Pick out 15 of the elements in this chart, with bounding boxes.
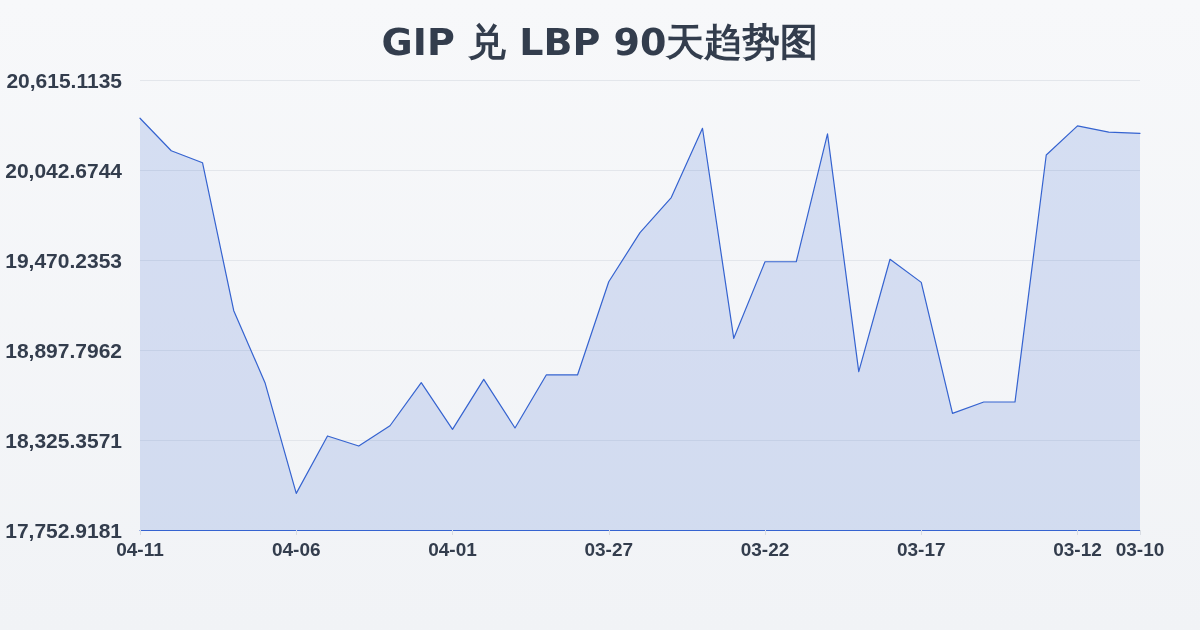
x-tick-label: 03-22 bbox=[740, 539, 790, 560]
y-tick-label: 20,615.1135 bbox=[6, 68, 123, 92]
y-tick-label: 19,470.2353 bbox=[5, 248, 122, 272]
chart-title: GIP 兑 LBP 90天趋势图 bbox=[381, 20, 819, 64]
y-tick-label: 17,752.9181 bbox=[5, 518, 123, 542]
x-tick-label: 03-12 bbox=[1053, 539, 1102, 560]
x-tick-label: 03-27 bbox=[584, 539, 634, 560]
x-tick-label: 04-01 bbox=[428, 539, 478, 560]
x-tick-label: 04-06 bbox=[271, 539, 321, 560]
y-tick-label: 18,325.3571 bbox=[5, 428, 123, 452]
y-tick-label: 18,897.7962 bbox=[5, 338, 122, 362]
x-tick-label: 03-10 bbox=[1115, 539, 1165, 560]
x-tick-label: 04-11 bbox=[116, 539, 165, 560]
x-tick-label: 03-17 bbox=[896, 539, 946, 560]
y-tick-label: 20,042.6744 bbox=[5, 158, 123, 182]
